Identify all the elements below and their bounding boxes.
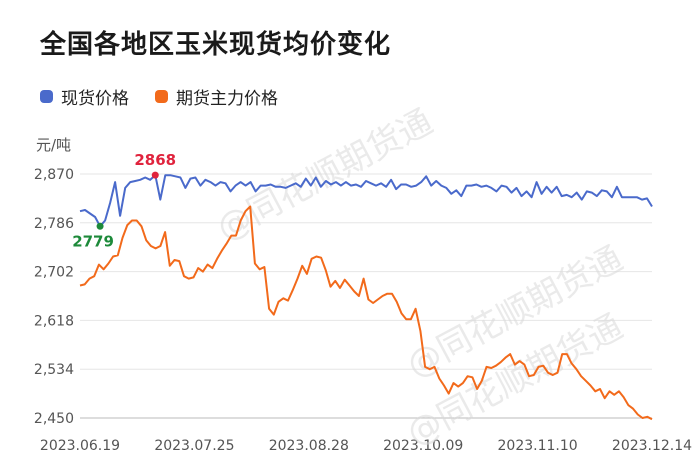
y-axis-unit: 元/吨 (36, 136, 72, 154)
futures-price-line (79, 205, 653, 421)
y-tick-label: 2,534 (34, 362, 74, 378)
legend-swatch-futures (155, 90, 168, 103)
extreme-point-label: 2868 (134, 151, 176, 169)
y-tick-label: 2,702 (34, 265, 74, 281)
legend-swatch-spot (40, 90, 53, 103)
x-tick-label: 2023.11.10 (498, 438, 578, 454)
y-tick-label: 2,618 (34, 313, 74, 329)
legend-item-futures[interactable]: 期货主力价格 (155, 84, 278, 109)
watermark: @同花顺期货通 (210, 102, 439, 249)
spot-price-line (79, 174, 653, 228)
legend: 现货价格 期货主力价格 (40, 84, 304, 109)
legend-label-futures: 期货主力价格 (176, 89, 278, 109)
x-tick-label: 2023.06.19 (40, 438, 120, 454)
extreme-point-marker (96, 222, 104, 230)
x-tick-label: 2023.10.09 (383, 438, 463, 454)
x-tick-label: 2023.12.14 (612, 438, 692, 454)
legend-item-spot[interactable]: 现货价格 (40, 84, 129, 109)
y-tick-label: 2,786 (34, 216, 74, 232)
x-tick-label: 2023.08.28 (269, 438, 349, 454)
extreme-point-marker (151, 171, 159, 179)
y-tick-label: 2,450 (34, 411, 74, 427)
x-tick-label: 2023.07.25 (154, 438, 234, 454)
y-tick-label: 2,870 (34, 167, 74, 183)
extreme-point-label: 2779 (72, 232, 114, 250)
chart-title: 全国各地区玉米现货均价变化 (40, 30, 392, 60)
legend-label-spot: 现货价格 (61, 89, 129, 109)
